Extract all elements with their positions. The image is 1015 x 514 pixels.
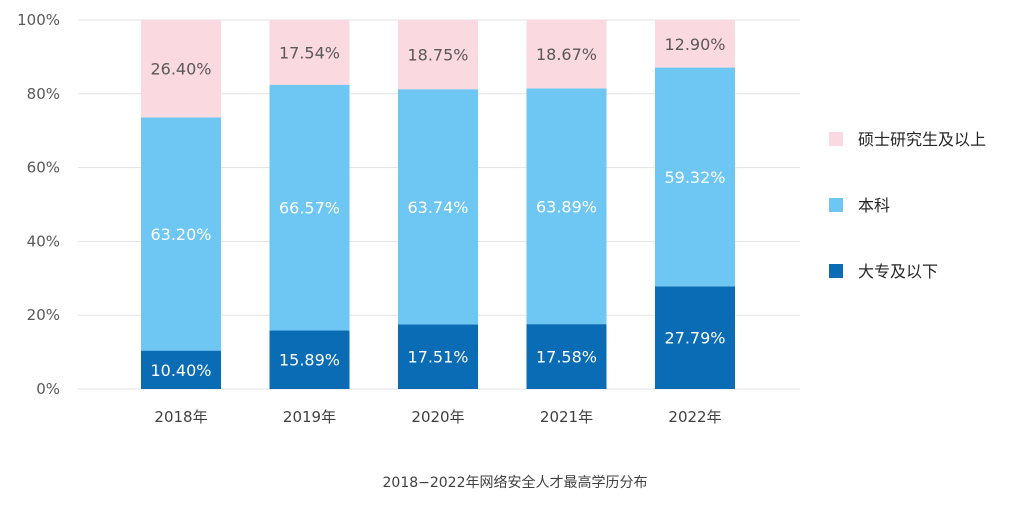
bar-segment (398, 20, 478, 90)
data-label: 18.67% (536, 45, 597, 64)
bars: 10.40% 63.20% 26.40% 15.89% 66.57% 17.54% 17.5… (141, 19, 735, 389)
data-label: 17.54% (279, 43, 340, 62)
y-axis-ticks: 0% 20% 40% 60% 80% 100% (17, 11, 60, 398)
bar-segment (269, 330, 350, 389)
legend-label: 大专及以下 (858, 262, 938, 281)
bar-segment (655, 67, 735, 287)
legend-swatch (829, 198, 843, 212)
y-tick-label: 0% (36, 380, 60, 398)
legend-swatch (829, 132, 843, 146)
legend-label: 硕士研究生及以上 (858, 130, 986, 149)
y-tick-label: 20% (27, 306, 60, 324)
bar-segment (398, 324, 478, 389)
bar-segment (269, 20, 350, 85)
y-tick-label: 100% (17, 11, 60, 29)
data-label: 12.90% (664, 35, 725, 54)
bar-segment (655, 286, 735, 389)
bar-segment (141, 117, 221, 351)
data-label: 18.75% (407, 46, 468, 65)
bar-segment (526, 324, 607, 389)
x-tick-label: 2018年 (154, 408, 207, 426)
data-label: 59.32% (664, 168, 725, 187)
data-label: 27.79% (664, 329, 725, 348)
y-tick-label: 60% (27, 159, 60, 177)
data-label: 17.51% (407, 348, 468, 367)
bar-segment (141, 20, 221, 118)
data-label: 10.40% (150, 361, 211, 380)
y-tick-label: 80% (27, 85, 60, 103)
data-label: 63.89% (536, 197, 597, 216)
bar-segment (398, 89, 478, 325)
data-label: 17.58% (536, 348, 597, 367)
x-tick-label: 2019年 (283, 408, 336, 426)
legend-label: 本科 (858, 196, 890, 215)
bar-segment (526, 19, 607, 89)
data-label: 15.89% (279, 351, 340, 370)
data-label: 66.57% (279, 199, 340, 218)
y-tick-label: 40% (27, 232, 60, 250)
legend-swatch (829, 264, 843, 278)
x-tick-label: 2022年 (668, 408, 721, 426)
x-tick-label: 2020年 (411, 408, 464, 426)
bar-segment (655, 19, 735, 68)
chart-title: 2018−2022年网络安全人才最高学历分布 (383, 474, 648, 491)
data-label: 63.74% (407, 198, 468, 217)
x-axis-categories: 2018年 2019年 2020年 2021年 2022年 (154, 408, 721, 426)
data-label: 63.20% (150, 225, 211, 244)
data-label: 26.40% (150, 60, 211, 79)
bar-segment (526, 88, 607, 325)
bar-segment (141, 350, 221, 389)
bar-segment (269, 84, 350, 331)
x-tick-label: 2021年 (540, 408, 593, 426)
